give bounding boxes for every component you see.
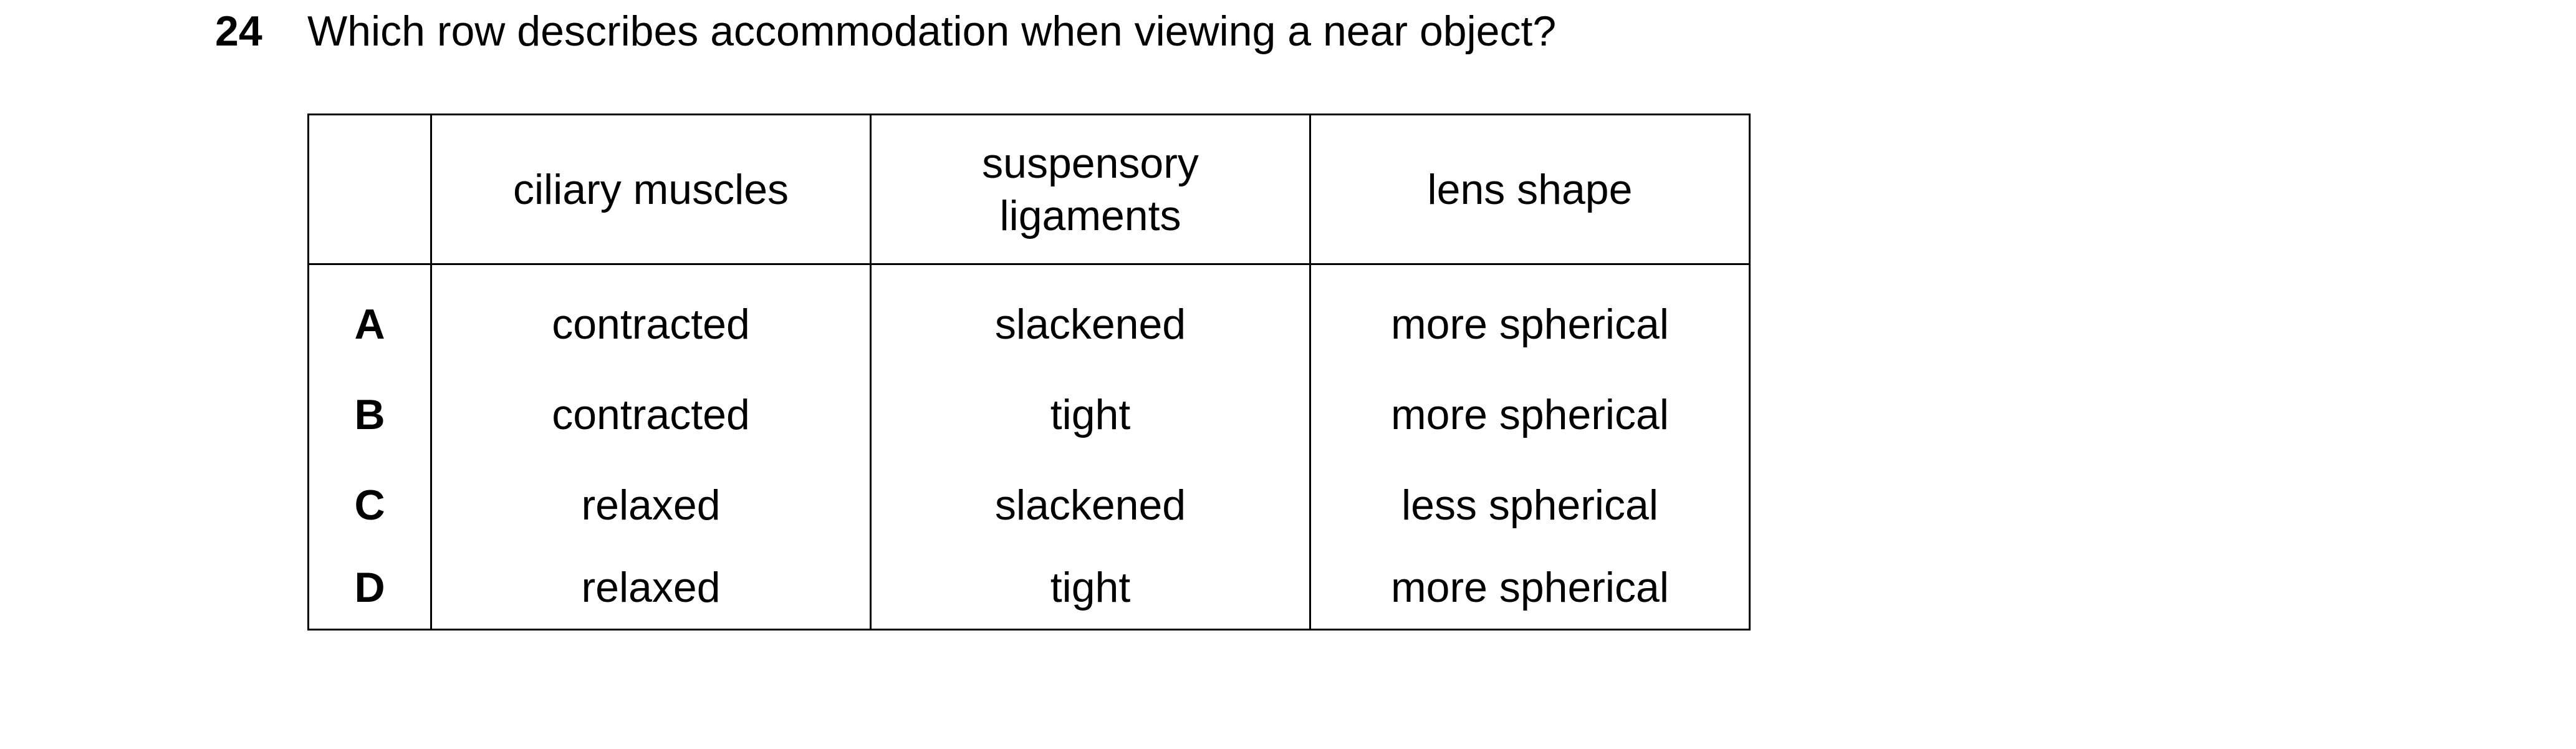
- cell-ciliary-muscles: relaxed: [430, 460, 871, 550]
- header-lens-shape: lens shape: [1309, 114, 1750, 265]
- cell-suspensory-ligaments: slackened: [870, 264, 1310, 369]
- table-row-c: C relaxed slackened less spherical: [309, 460, 1750, 550]
- table-row-d: D relaxed tight more spherical: [309, 550, 1750, 630]
- header-option: [308, 114, 431, 265]
- table-row-b: B contracted tight more spherical: [309, 369, 1750, 460]
- cell-lens-shape: more spherical: [1309, 369, 1750, 460]
- cell-suspensory-ligaments: tight: [870, 369, 1310, 460]
- table-row-a: A contracted slackened more spherical: [309, 264, 1750, 369]
- answer-table: ciliary muscles suspensory ligaments len…: [307, 114, 1751, 631]
- cell-suspensory-ligaments: tight: [870, 550, 1310, 630]
- cell-ciliary-muscles: contracted: [430, 369, 871, 460]
- option-letter: D: [354, 564, 385, 611]
- cell-suspensory-ligaments: slackened: [870, 460, 1310, 550]
- header-ciliary-muscles: ciliary muscles: [430, 114, 871, 265]
- cell-ciliary-muscles: contracted: [430, 264, 871, 369]
- cell-ciliary-muscles: relaxed: [430, 550, 871, 630]
- cell-lens-shape: more spherical: [1309, 264, 1750, 369]
- header-suspensory-ligaments: suspensory ligaments: [870, 114, 1310, 265]
- option-letter: A: [354, 300, 385, 348]
- table-header-row: ciliary muscles suspensory ligaments len…: [308, 114, 1750, 265]
- question-text: Which row describes accommodation when v…: [307, 7, 1557, 55]
- option-letter: C: [354, 481, 385, 529]
- cell-lens-shape: less spherical: [1309, 460, 1750, 550]
- cell-lens-shape: more spherical: [1309, 550, 1750, 630]
- question-number: 24: [215, 7, 262, 55]
- option-letter: B: [354, 390, 385, 438]
